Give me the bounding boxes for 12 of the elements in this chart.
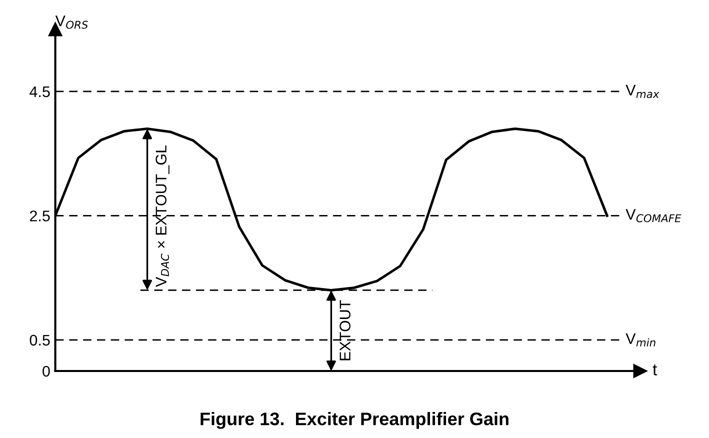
y-tick-label: 0 bbox=[42, 366, 50, 377]
ref-line-label: V$_{max}$ bbox=[626, 84, 660, 98]
x-axis-title: t bbox=[652, 364, 658, 376]
annotation: EXTOUT bbox=[340, 300, 350, 360]
ref-line-label: V$_{COMAFE}$ bbox=[626, 209, 682, 222]
ref-line-label: V$_{min}$ bbox=[626, 333, 656, 346]
y-tick-label: 0.5 bbox=[30, 334, 50, 346]
text: Figure 13. Exciter Preamplifier Gain bbox=[200, 412, 508, 429]
y-axis-title: V$_{ORS}$ bbox=[55, 16, 88, 29]
annotation: V$_{DAC}$ × EXTOUT_GL bbox=[156, 145, 170, 287]
y-tick-label: 2.5 bbox=[30, 210, 50, 222]
y-tick-label: 4.5 bbox=[30, 86, 50, 98]
